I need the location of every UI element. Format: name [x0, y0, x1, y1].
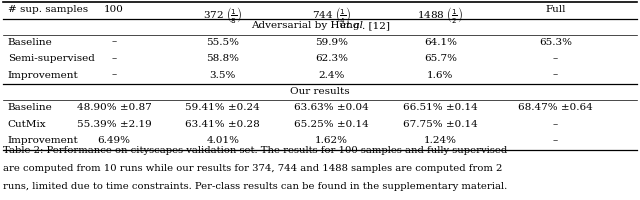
Text: –: –: [111, 54, 116, 63]
Text: 48.90% ±0.87: 48.90% ±0.87: [77, 103, 151, 112]
Text: 372 $\left(\frac{1}{8}\right)$: 372 $\left(\frac{1}{8}\right)$: [203, 5, 243, 25]
Text: 4.01%: 4.01%: [206, 136, 239, 144]
Text: are computed from 10 runs while our results for 374, 744 and 1488 samples are co: are computed from 10 runs while our resu…: [3, 163, 502, 172]
Text: 58.8%: 58.8%: [206, 54, 239, 63]
Text: runs, limited due to time constraints. Per-class results can be found in the sup: runs, limited due to time constraints. P…: [3, 181, 508, 190]
Text: 65.7%: 65.7%: [424, 54, 457, 63]
Text: 59.9%: 59.9%: [315, 37, 348, 46]
Text: Improvement: Improvement: [8, 136, 79, 144]
Text: 59.41% ±0.24: 59.41% ±0.24: [186, 103, 260, 112]
Text: Baseline: Baseline: [8, 103, 52, 112]
Text: et al: et al: [340, 21, 363, 30]
Text: Full: Full: [545, 5, 566, 14]
Text: Improvement: Improvement: [8, 70, 79, 79]
Text: –: –: [553, 136, 558, 144]
Text: 64.1%: 64.1%: [424, 37, 457, 46]
Text: Our results: Our results: [290, 86, 350, 95]
Text: –: –: [553, 70, 558, 79]
Text: 55.39% ±2.19: 55.39% ±2.19: [77, 119, 151, 128]
Text: –: –: [111, 37, 116, 46]
Text: Semi-supervised: Semi-supervised: [8, 54, 95, 63]
Text: 63.41% ±0.28: 63.41% ±0.28: [186, 119, 260, 128]
Text: Table 2: Performance on cityscapes validation set. The results for 100 samples a: Table 2: Performance on cityscapes valid…: [3, 145, 508, 154]
Text: 100: 100: [104, 5, 124, 14]
Text: –: –: [553, 119, 558, 128]
Text: 744 $\left(\frac{1}{4}\right)$: 744 $\left(\frac{1}{4}\right)$: [312, 5, 351, 25]
Text: 66.51% ±0.14: 66.51% ±0.14: [403, 103, 477, 112]
Text: 1.62%: 1.62%: [315, 136, 348, 144]
Text: –: –: [553, 54, 558, 63]
Text: 65.25% ±0.14: 65.25% ±0.14: [294, 119, 369, 128]
Text: Baseline: Baseline: [8, 37, 52, 46]
Text: 62.3%: 62.3%: [315, 54, 348, 63]
Text: CutMix: CutMix: [8, 119, 46, 128]
Text: 1.6%: 1.6%: [427, 70, 454, 79]
Text: –: –: [111, 70, 116, 79]
Text: 3.5%: 3.5%: [209, 70, 236, 79]
Text: 2.4%: 2.4%: [318, 70, 345, 79]
Text: 65.3%: 65.3%: [539, 37, 572, 46]
Text: 1.24%: 1.24%: [424, 136, 457, 144]
Text: 1488 $\left(\frac{1}{2}\right)$: 1488 $\left(\frac{1}{2}\right)$: [417, 5, 463, 25]
Text: 68.47% ±0.64: 68.47% ±0.64: [518, 103, 593, 112]
Text: 55.5%: 55.5%: [206, 37, 239, 46]
Text: 6.49%: 6.49%: [97, 136, 131, 144]
Text: . [12]: . [12]: [362, 21, 390, 30]
Text: 67.75% ±0.14: 67.75% ±0.14: [403, 119, 477, 128]
Text: # sup. samples: # sup. samples: [8, 5, 88, 14]
Text: 63.63% ±0.04: 63.63% ±0.04: [294, 103, 369, 112]
Text: Adversarial by Hung: Adversarial by Hung: [251, 21, 363, 30]
